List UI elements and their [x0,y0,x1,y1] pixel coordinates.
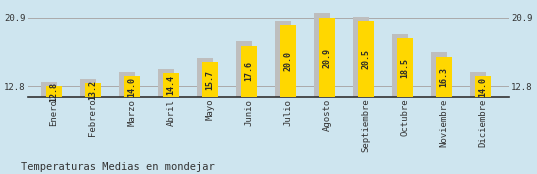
Bar [392,34,408,97]
Bar [124,76,140,97]
Bar [358,21,374,97]
Bar [397,38,413,97]
Text: 14.4: 14.4 [166,75,176,95]
Text: 14.0: 14.0 [478,77,488,97]
Bar [163,73,179,97]
Text: 17.6: 17.6 [244,61,253,81]
Bar [197,57,213,97]
Text: 16.3: 16.3 [440,67,448,87]
Text: Temperaturas Medias en mondejar: Temperaturas Medias en mondejar [21,162,215,172]
Bar [314,13,330,97]
Bar [353,17,369,97]
Text: 20.5: 20.5 [361,49,371,69]
Bar [275,21,291,97]
Bar [436,57,452,97]
Bar [46,86,62,97]
Bar [280,25,296,97]
Bar [236,41,252,97]
Bar [119,72,135,97]
Bar [79,79,96,97]
Bar [202,62,218,97]
Text: 18.5: 18.5 [401,58,410,78]
Bar [319,18,335,97]
Bar [470,72,487,97]
Text: 20.9: 20.9 [323,48,331,68]
Bar [41,82,57,97]
Text: 20.0: 20.0 [284,51,293,71]
Text: 12.8: 12.8 [49,82,59,102]
Bar [475,76,491,97]
Bar [431,52,447,97]
Text: 14.0: 14.0 [127,77,136,97]
Bar [85,83,101,97]
Bar [158,69,174,97]
Bar [241,46,257,97]
Text: 13.2: 13.2 [89,80,97,100]
Text: 15.7: 15.7 [206,70,214,89]
